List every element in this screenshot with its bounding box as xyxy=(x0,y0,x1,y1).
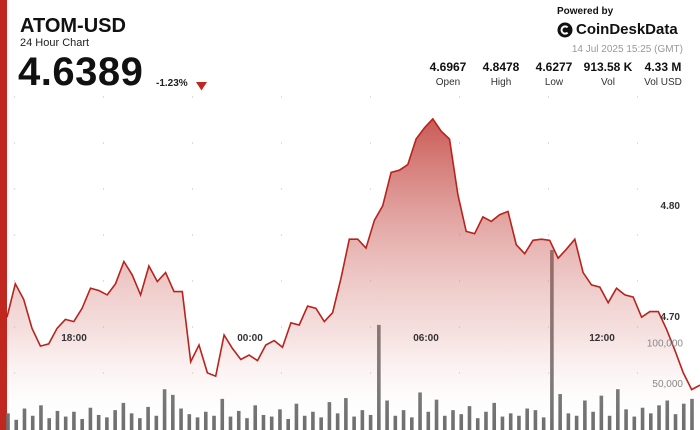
stat-value: 4.8478 xyxy=(482,60,520,74)
stat-value: 4.6277 xyxy=(535,60,573,74)
stat-label: High xyxy=(490,77,512,88)
stat-volume-usd: 4.33 M Vol USD xyxy=(640,60,686,88)
volume-tick-label: 100,000 xyxy=(647,339,684,350)
volume-tick-label: 50,000 xyxy=(652,379,683,390)
powered-by-label: Powered by xyxy=(557,6,614,17)
stat-value: 4.33 M xyxy=(644,60,682,74)
axis-labels: 18:00 00:00 06:00 12:00 4.70 4.80 50,000 100,00… xyxy=(61,201,683,390)
x-tick-label: 06:00 xyxy=(413,333,439,344)
brand-logo[interactable]: CoinDeskData xyxy=(557,21,678,38)
stat-label: Vol USD xyxy=(644,77,682,88)
price-change: -1.23% xyxy=(156,78,188,89)
current-price: 4.6389 xyxy=(18,50,144,94)
x-tick-label: 00:00 xyxy=(237,333,263,344)
stat-label: Vol xyxy=(601,77,615,88)
stat-volume: 913.58 K Vol xyxy=(579,60,637,88)
price-tick-label: 4.70 xyxy=(661,312,681,323)
stat-low: 4.6277 Low xyxy=(534,60,574,88)
price-line xyxy=(6,117,700,391)
stat-open: 4.6967 Open xyxy=(428,60,468,88)
chart-subtitle: 24 Hour Chart xyxy=(20,37,90,49)
brand-name: CoinDeskData xyxy=(576,21,678,38)
stat-value: 913.58 K xyxy=(583,60,633,74)
price-tick-label: 4.80 xyxy=(661,201,681,212)
stat-value: 4.6967 xyxy=(429,60,467,74)
x-tick-label: 12:00 xyxy=(589,333,615,344)
price-area xyxy=(7,118,700,430)
x-tick-label: 18:00 xyxy=(61,333,87,344)
stat-high: 4.8478 High xyxy=(481,60,521,88)
coindesk-logo-icon xyxy=(557,22,573,37)
stat-label: Open xyxy=(435,77,461,88)
page-title: ATOM-USD xyxy=(20,15,126,37)
timestamp: 14 Jul 2025 15:25 (GMT) xyxy=(571,44,683,55)
stat-label: Low xyxy=(544,77,564,88)
accent-bar xyxy=(0,0,7,430)
down-arrow-icon xyxy=(196,78,207,96)
